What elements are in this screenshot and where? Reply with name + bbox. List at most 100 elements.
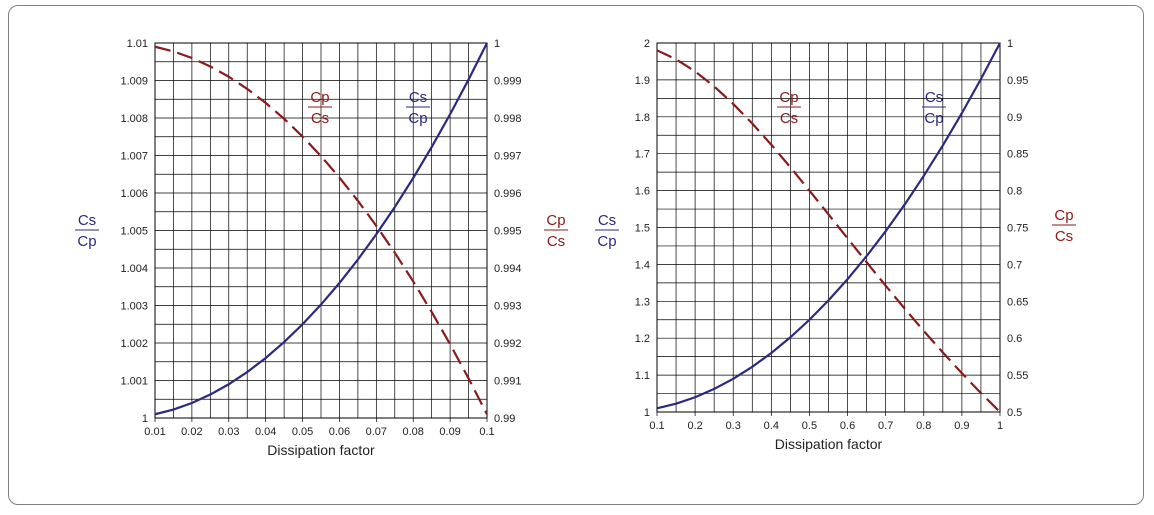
y-left-axis-label-numerator: Cs bbox=[598, 212, 616, 229]
x-tick-label: 0.07 bbox=[366, 426, 387, 438]
x-tick-label: 0.9 bbox=[954, 420, 969, 432]
y-left-tick-label: 2 bbox=[644, 38, 650, 50]
series-label-cs-cp-denominator: Cp bbox=[924, 110, 943, 127]
y-right-tick-label: 0.65 bbox=[1007, 296, 1028, 308]
y-left-tick-label: 1.004 bbox=[120, 263, 148, 275]
x-tick-label: 0.4 bbox=[764, 420, 779, 432]
series-line-cs-cp bbox=[656, 42, 1001, 410]
x-tick-label: 0.05 bbox=[292, 426, 313, 438]
y-left-tick-label: 1.005 bbox=[120, 226, 148, 238]
series-line-cp-cs bbox=[154, 45, 488, 415]
y-left-tick-label: 1 bbox=[644, 407, 650, 419]
x-tick-label: 0.03 bbox=[218, 426, 239, 438]
y-left-axis-label: Cs Cp bbox=[75, 212, 99, 250]
y-right-tick-label: 0.5 bbox=[1007, 407, 1022, 419]
plot-border bbox=[656, 42, 1001, 413]
y-left-tick-label: 1.3 bbox=[635, 296, 650, 308]
series-label-cs-cp-numerator: Cs bbox=[409, 89, 427, 106]
chart-2: 0.1 0.2 0.3 0.4 0.5 0.6 0.7 0.8 0.9 1 1 1.1 1.2 1.3 1.… bbox=[595, 38, 1076, 452]
y-left-tick-label: 1.7 bbox=[635, 149, 650, 161]
series-label-cs-cp: Cs Cp bbox=[922, 89, 946, 127]
y-right-tick-label: 0.999 bbox=[494, 76, 522, 88]
y-right-tick-label: 0.55 bbox=[1007, 370, 1028, 382]
y-right-axis-label-denominator: Cs bbox=[1055, 228, 1073, 245]
y-right-tick-label: 0.991 bbox=[494, 376, 522, 388]
x-tick-label: 0.1 bbox=[649, 420, 664, 432]
y-right-tick-label: 0.998 bbox=[494, 113, 522, 125]
figure-frame bbox=[8, 5, 1144, 505]
y-right-tick-label: 0.8 bbox=[1007, 186, 1022, 198]
y-left-axis-label-denominator: Cp bbox=[77, 233, 96, 250]
series-label-cp-cs-numerator: Cp bbox=[779, 89, 798, 106]
y-left-tick-label: 1.2 bbox=[635, 333, 650, 345]
series-label-cp-cs-denominator: Cs bbox=[311, 110, 329, 127]
y-right-tick-label: 0.75 bbox=[1007, 223, 1028, 235]
x-tick-label: 0.6 bbox=[840, 420, 855, 432]
y-left-tick-label: 1.6 bbox=[635, 186, 650, 198]
series-line-cp-cs bbox=[656, 49, 1001, 413]
x-tick-label: 0.04 bbox=[255, 426, 276, 438]
series-label-cp-cs-denominator: Cs bbox=[780, 110, 798, 127]
y-right-tick-label: 0.993 bbox=[494, 301, 522, 313]
y-left-tick-label: 1.007 bbox=[120, 151, 148, 163]
y-right-tick-label: 0.9 bbox=[1007, 112, 1022, 124]
y-left-tick-label: 1.003 bbox=[120, 301, 148, 313]
x-tick-label: 0.7 bbox=[878, 420, 893, 432]
x-tick-label: 0.2 bbox=[687, 420, 702, 432]
y-left-tick-label: 1.8 bbox=[635, 112, 650, 124]
y-left-tick-label: 1.009 bbox=[120, 76, 148, 88]
y-left-tick-label: 1.01 bbox=[127, 38, 148, 50]
series-label-cs-cp: Cs Cp bbox=[406, 89, 430, 127]
y-right-axis-label: Cp Cs bbox=[544, 212, 568, 250]
series-label-cp-cs: Cp Cs bbox=[308, 89, 332, 127]
y-right-tick-label: 0.997 bbox=[494, 151, 522, 163]
x-axis-label: Dissipation factor bbox=[267, 442, 375, 458]
y-right-axis-label-numerator: Cp bbox=[546, 212, 565, 229]
y-left-tick-label: 1.9 bbox=[635, 75, 650, 87]
x-tick-label: 0.5 bbox=[802, 420, 817, 432]
series-label-cs-cp-numerator: Cs bbox=[925, 89, 943, 106]
y-right-tick-label: 0.992 bbox=[494, 338, 522, 350]
y-right-tick-label: 0.994 bbox=[494, 263, 522, 275]
series-line-cs-cp bbox=[154, 42, 488, 416]
y-left-tick-label: 1.001 bbox=[120, 376, 148, 388]
y-left-tick-label: 1.5 bbox=[635, 223, 650, 235]
y-right-tick-label: 1 bbox=[1007, 38, 1013, 50]
y-left-tick-label: 1.002 bbox=[120, 338, 148, 350]
y-left-tick-label: 1.006 bbox=[120, 188, 148, 200]
x-tick-label: 0.01 bbox=[144, 426, 165, 438]
x-tick-label: 0.1 bbox=[479, 426, 494, 438]
y-right-tick-label: 0.99 bbox=[494, 413, 515, 425]
x-tick-label: 0.3 bbox=[726, 420, 741, 432]
y-right-tick-label: 1 bbox=[494, 38, 500, 50]
x-tick-label: 0.09 bbox=[439, 426, 460, 438]
x-tick-label: 0.02 bbox=[181, 426, 202, 438]
y-right-tick-label: 0.7 bbox=[1007, 259, 1022, 271]
x-axis-label: Dissipation factor bbox=[775, 436, 883, 452]
y-right-axis-label-numerator: Cp bbox=[1054, 207, 1073, 224]
x-tick-label: 0.8 bbox=[916, 420, 931, 432]
y-right-axis-label: Cp Cs bbox=[1052, 207, 1076, 245]
plot-border bbox=[154, 42, 488, 419]
y-left-tick-label: 1.008 bbox=[120, 113, 148, 125]
series-label-cp-cs-numerator: Cp bbox=[310, 89, 329, 106]
grid bbox=[656, 42, 1001, 413]
y-right-tick-label: 0.85 bbox=[1007, 149, 1028, 161]
y-right-tick-label: 0.95 bbox=[1007, 75, 1028, 87]
y-right-tick-label: 0.995 bbox=[494, 226, 522, 238]
series-label-cs-cp-denominator: Cp bbox=[408, 110, 427, 127]
y-left-axis-label-denominator: Cp bbox=[597, 233, 616, 250]
y-left-axis-label: Cs Cp bbox=[595, 212, 619, 250]
x-tick-label: 1 bbox=[997, 420, 1003, 432]
y-right-tick-label: 0.6 bbox=[1007, 333, 1022, 345]
y-left-axis-label-numerator: Cs bbox=[78, 212, 96, 229]
y-right-axis-label-denominator: Cs bbox=[547, 233, 565, 250]
x-tick-label: 0.08 bbox=[403, 426, 424, 438]
y-left-tick-label: 1 bbox=[142, 413, 148, 425]
y-left-tick-label: 1.4 bbox=[635, 259, 650, 271]
series-label-cp-cs: Cp Cs bbox=[777, 89, 801, 127]
y-right-tick-label: 0.996 bbox=[494, 188, 522, 200]
x-tick-label: 0.06 bbox=[329, 426, 350, 438]
y-left-tick-label: 1.1 bbox=[635, 370, 650, 382]
